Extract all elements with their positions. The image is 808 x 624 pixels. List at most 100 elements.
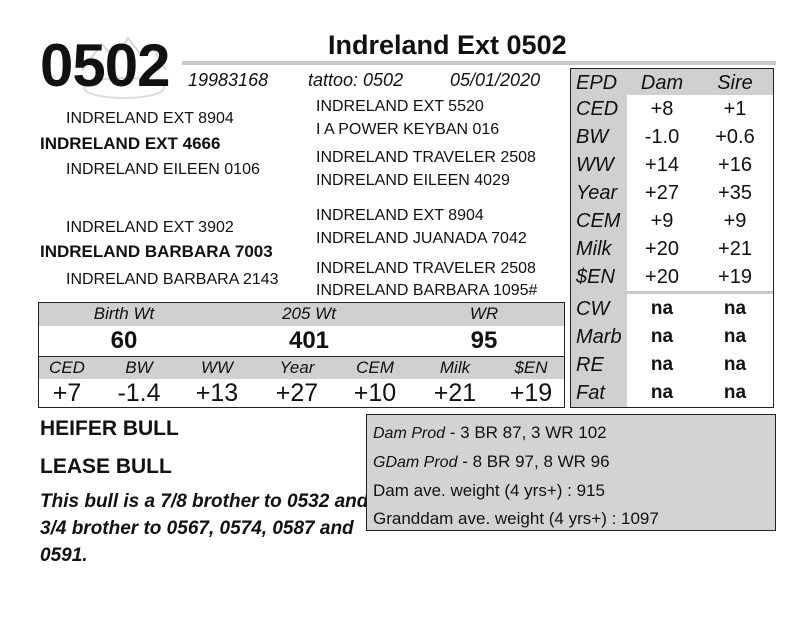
epd-row: CEM +9 +9	[571, 207, 773, 235]
epd-sire-value: +0.6	[715, 126, 755, 148]
performance-value: 95	[470, 327, 498, 354]
epd-sire-value: +21	[718, 238, 752, 260]
calf-epd-label: CEM	[356, 358, 394, 377]
calf-epd-label: Year	[279, 358, 315, 377]
calf-epd-value: +10	[353, 379, 397, 407]
calf-epd-value: +27	[275, 379, 319, 407]
title-divider	[182, 61, 776, 65]
calf-epd-label: $EN	[514, 358, 548, 377]
pedigree-third-gen: INDRELAND TRAVELER 2508	[316, 149, 536, 166]
epd-sire-value: +9	[723, 210, 747, 232]
ranch-logo-watermark	[81, 36, 167, 99]
epd-row: CED +8 +1	[571, 95, 773, 123]
epd-dam-value: na	[650, 354, 674, 375]
epd-sire-value: +1	[723, 98, 747, 120]
pedigree-sire-dam: INDRELAND EILEEN 0106	[66, 161, 260, 178]
pedigree-third-gen: INDRELAND EXT 5520	[316, 98, 484, 115]
epd-dam-value: na	[650, 382, 674, 403]
epd-row-label: CEM	[576, 210, 621, 232]
calf-epd-value: +7	[52, 379, 82, 407]
pedigree-third-gen: INDRELAND EXT 8904	[316, 207, 484, 224]
performance-header: 205 Wt	[282, 304, 336, 323]
epd-row: RE na na	[571, 351, 773, 379]
gdam-prod: GDam Prod - 8 BR 97, 8 WR 96	[373, 448, 769, 477]
epd-sire-value: +35	[718, 182, 752, 204]
epd-dam-value: +27	[645, 182, 679, 204]
pedigree-third-gen: INDRELAND BARBARA 1095#	[316, 282, 538, 299]
epd-sire-value: +19	[718, 266, 752, 288]
pedigree-third-gen: INDRELAND JUANADA 7042	[316, 230, 527, 247]
epd-dam-value: na	[650, 298, 674, 319]
epd-dam-value: -1.0	[644, 126, 680, 148]
epd-row: Marb na na	[571, 323, 773, 351]
calf-epd-label: Milk	[439, 358, 471, 377]
gdam-prod-label: GDam Prod	[373, 454, 458, 471]
sibling-note: This bull is a 7/8 brother to 0532 and 3…	[40, 491, 369, 566]
epd-table: EPD Dam Sire CED +8 +1 BW -1.0 +0.6 WW +14 +16 Ye…	[570, 68, 774, 408]
performance-header: WR	[469, 304, 499, 323]
epd-row-label: $EN	[576, 266, 615, 288]
tattoo: tattoo: 0502	[308, 70, 404, 90]
calf-epd-value: +21	[433, 379, 477, 407]
epd-label-band	[39, 356, 564, 379]
calf-epd-value: +19	[509, 379, 553, 407]
epd-separator	[627, 291, 773, 294]
sire-header: Sire	[717, 72, 753, 94]
epd-dam-value: +20	[645, 266, 679, 288]
pedigree-dam: INDRELAND BARBARA 7003	[40, 242, 273, 261]
epd-row: CW na na	[571, 295, 773, 323]
dam-weight: Dam ave. weight (4 yrs+) : 915	[373, 481, 605, 500]
dam-prod: Dam Prod - 3 BR 87, 3 WR 102	[373, 419, 769, 448]
epd-label-column	[571, 69, 627, 407]
pedigree-third-gen: INDRELAND EILEEN 4029	[316, 172, 510, 189]
calf-epd-value: +13	[195, 379, 239, 407]
heifer-bull-tag: HEIFER BULL	[40, 417, 179, 440]
pedigree-sire: INDRELAND EXT 4666	[40, 134, 221, 153]
epd-row-label: CED	[576, 98, 619, 120]
epd-dam-value: +20	[645, 238, 679, 260]
epd-row: WW +14 +16	[571, 151, 773, 179]
lot-number: 0502	[40, 32, 170, 99]
epd-header: EPD	[576, 72, 618, 94]
registration-number: 19983168	[188, 70, 269, 90]
pedigree-sire-sire: INDRELAND EXT 8904	[66, 110, 234, 127]
epd-row-label: WW	[576, 154, 614, 176]
epd-row: Year +27 +35	[571, 179, 773, 207]
epd-dam-value: na	[650, 326, 674, 347]
epd-dam-value: +14	[645, 154, 679, 176]
epd-sire-value: na	[723, 382, 747, 403]
epd-row-label: Fat	[576, 382, 605, 404]
performance-table: Birth Wt 60 205 Wt 401 WR 95 CED +7 BW -1.4 WW +13 Y…	[38, 302, 565, 408]
epd-row: BW -1.0 +0.6	[571, 123, 773, 151]
epd-dam-value: +8	[650, 98, 674, 120]
epd-row-label: CW	[576, 298, 610, 320]
epd-sire-value: na	[723, 354, 747, 375]
gdam-prod-value: - 8 BR 97, 8 WR 96	[457, 452, 610, 471]
dam-prod-value: - 3 BR 87, 3 WR 102	[445, 423, 607, 442]
epd-row: Fat na na	[571, 379, 773, 407]
epd-row-label: RE	[576, 354, 604, 376]
birth-date: 05/01/2020	[450, 70, 541, 90]
calf-epd-label: BW	[125, 358, 153, 377]
pedigree-dam-dam: INDRELAND BARBARA 2143	[66, 271, 279, 288]
calf-epd-label: WW	[200, 358, 234, 377]
performance-value: 401	[288, 327, 330, 354]
animal-name: Indreland Ext 0502	[328, 30, 567, 60]
performance-header: Birth Wt	[93, 304, 155, 323]
dam-header: Dam	[640, 72, 684, 94]
production-box: Dam Prod - 3 BR 87, 3 WR 102 GDam Prod -…	[366, 414, 776, 531]
epd-sire-value: na	[723, 326, 747, 347]
epd-row-label: BW	[576, 126, 609, 148]
epd-header-row: EPD Dam Sire	[571, 69, 773, 97]
pedigree-third-gen: INDRELAND TRAVELER 2508	[316, 260, 536, 277]
epd-sire-value: +16	[718, 154, 752, 176]
pedigree-dam-sire: INDRELAND EXT 3902	[66, 219, 234, 236]
granddam-weight: Granddam ave. weight (4 yrs+) : 1097	[373, 509, 659, 528]
performance-value: 60	[110, 327, 138, 354]
epd-row: Milk +20 +21	[571, 235, 773, 263]
epd-header-band	[571, 69, 773, 95]
epd-sire-value: na	[723, 298, 747, 319]
calf-epd-label: CED	[49, 358, 85, 377]
epd-row-label: Marb	[576, 326, 622, 348]
lease-bull-tag: LEASE BULL	[40, 455, 172, 478]
